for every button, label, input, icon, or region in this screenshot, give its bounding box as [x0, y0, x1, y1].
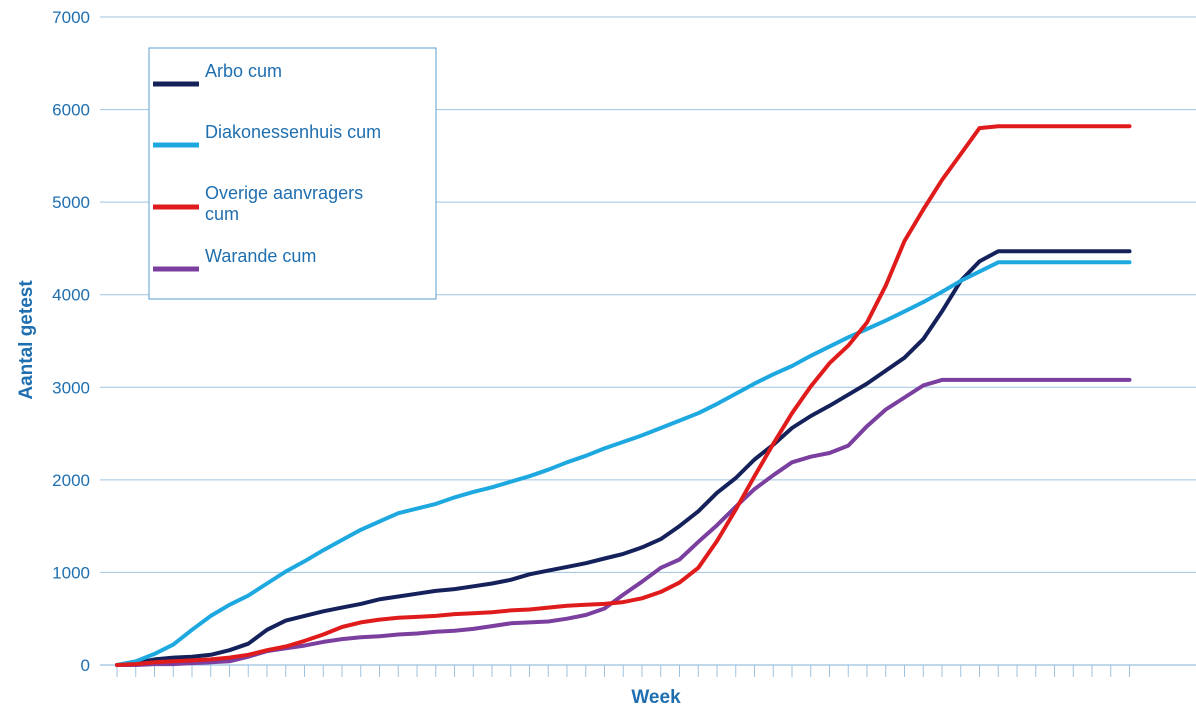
legend-label-overige: Overige aanvragers cum [205, 183, 363, 224]
series-line-overige [115, 124, 1132, 667]
legend-label-arbo: Arbo cum [205, 61, 282, 81]
x-axis [100, 664, 1196, 677]
legend-box [148, 47, 437, 300]
y-tick-label-2000: 2000 [52, 471, 90, 490]
y-axis-title: Aantal getest [16, 280, 37, 400]
y-tick-label-5000: 5000 [52, 193, 90, 212]
y-tick-label-0: 0 [81, 656, 90, 675]
legend-label-diakonessenhuis: Diakonessenhuis cum [205, 122, 381, 142]
x-axis-title: Week [631, 687, 681, 707]
y-tick-label-7000: 7000 [52, 8, 90, 27]
y-tick-labels: 0 1000 2000 3000 4000 5000 6000 7000 [52, 8, 90, 675]
y-tick-label-6000: 6000 [52, 101, 90, 120]
series-line-warande [115, 377, 1132, 667]
y-tick-label-3000: 3000 [52, 378, 90, 397]
y-tick-label-1000: 1000 [52, 563, 90, 582]
y-tick-label-4000: 4000 [52, 286, 90, 305]
legend: Arbo cum Diakonessenhuis cum Overige aan… [148, 47, 437, 300]
series-lines [115, 124, 1132, 667]
legend-label-warande: Warande cum [205, 246, 316, 266]
series-line-diakonessenhuis [115, 260, 1132, 667]
